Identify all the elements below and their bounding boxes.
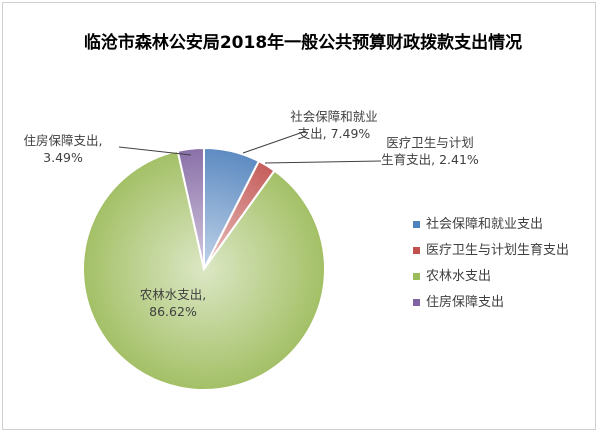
data-label-4: 住房保障支出, 3.49% xyxy=(24,133,103,165)
pie-slice-4 xyxy=(176,146,205,270)
data-label-3: 农林水支出, 86.62% xyxy=(140,287,206,319)
chart-frame: 临沧市森林公安局2018年一般公共预算财政拨款支出情况 社会保障和就业支出, 7… xyxy=(2,2,596,430)
legend-label-2: 医疗卫生与计划生育支出 xyxy=(426,242,569,258)
data-label-1: 社会保障和就业支出, 7.49% xyxy=(290,109,378,141)
pie-slice-3 xyxy=(82,149,326,391)
leader-line-2 xyxy=(264,160,382,164)
data-label-2: 医疗卫生与计划生育支出, 2.41% xyxy=(381,135,479,167)
data-labels: 社会保障和就业支出, 7.49%医疗卫生与计划生育支出, 2.41% 农林水支出,… xyxy=(24,109,479,319)
pie-slices xyxy=(82,146,326,391)
leader-lines xyxy=(118,130,382,164)
legend-swatch-3 xyxy=(413,273,420,280)
legend-label-3: 农林水支出 xyxy=(426,269,491,284)
legend-swatch-4 xyxy=(413,299,420,306)
legend-swatch-1 xyxy=(413,221,420,228)
legend-label-4: 住房保障支出 xyxy=(426,294,504,310)
legend-label-1: 社会保障和就业支出 xyxy=(426,216,543,232)
pie-chart: 临沧市森林公安局2018年一般公共预算财政拨款支出情况 社会保障和就业支出, 7… xyxy=(24,32,569,391)
leader-line-1 xyxy=(242,130,307,154)
leader-line-4 xyxy=(118,146,192,156)
legend-swatch-2 xyxy=(413,247,420,254)
chart-title: 临沧市森林公安局2018年一般公共预算财政拨款支出情况 xyxy=(84,32,522,53)
